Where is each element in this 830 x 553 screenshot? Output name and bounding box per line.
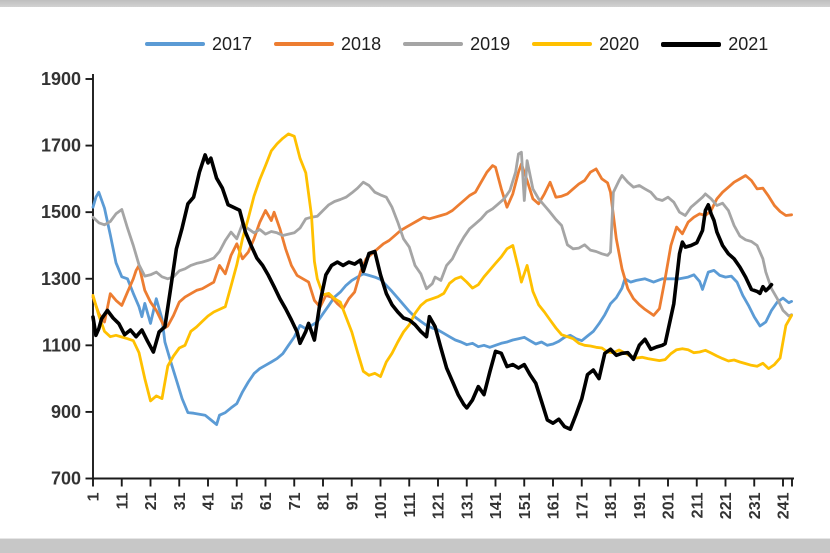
x-axis-tick-label: 101 bbox=[373, 492, 390, 519]
series-line-2019 bbox=[91, 150, 793, 318]
x-axis-tick-label: 111 bbox=[402, 492, 419, 517]
x-axis-tick-label: 81 bbox=[316, 492, 333, 510]
legend-line-swatch-2021 bbox=[661, 41, 722, 47]
legend-label: 2021 bbox=[728, 33, 769, 54]
legend-line-swatch-2020 bbox=[532, 41, 593, 47]
legend-label: 2019 bbox=[470, 33, 511, 54]
legend-line-swatch-2019 bbox=[403, 41, 464, 47]
y-axis-tick-label: 1900 bbox=[41, 69, 81, 89]
series-line-2021 bbox=[91, 153, 774, 432]
y-axis-tick-label: 1700 bbox=[41, 136, 81, 156]
x-axis-tick-label: 71 bbox=[287, 492, 304, 510]
x-axis-tick-label: 91 bbox=[344, 492, 361, 510]
legend-item-2019: 2019 bbox=[403, 34, 510, 55]
x-axis-tick-label: 191 bbox=[632, 492, 649, 519]
x-axis-tick-label: 51 bbox=[229, 492, 246, 510]
legend-label: 2018 bbox=[341, 33, 382, 54]
series-line-2020 bbox=[91, 132, 793, 403]
x-axis-tick-label: 131 bbox=[459, 492, 476, 519]
y-axis-tick-label: 1300 bbox=[41, 269, 81, 289]
x-axis-tick-label: 241 bbox=[776, 492, 793, 519]
x-axis-tick-label: 201 bbox=[661, 492, 678, 519]
y-axis-tick-label: 1100 bbox=[42, 335, 81, 355]
x-axis-tick-label: 151 bbox=[517, 492, 534, 519]
window-bottom-edge bbox=[0, 538, 830, 553]
x-axis-tick-label: 61 bbox=[258, 492, 275, 510]
legend-label: 2017 bbox=[212, 33, 253, 54]
x-axis-tick-label: 211 bbox=[689, 492, 706, 518]
legend-item-2020: 2020 bbox=[532, 34, 639, 55]
legend-label: 2020 bbox=[599, 33, 640, 54]
legend-item-2018: 2018 bbox=[274, 34, 381, 55]
x-axis-tick-label: 1 bbox=[86, 492, 103, 501]
x-axis-tick-label: 21 bbox=[143, 492, 160, 510]
x-axis-tick-label: 141 bbox=[488, 492, 505, 519]
x-axis-tick-label: 231 bbox=[747, 492, 764, 519]
x-axis-tick-label: 221 bbox=[718, 492, 735, 519]
y-axis-tick-label: 700 bbox=[51, 469, 81, 489]
x-axis-tick-label: 11 bbox=[114, 492, 131, 509]
series-line-2018 bbox=[91, 162, 793, 330]
x-axis-tick-label: 41 bbox=[201, 492, 218, 510]
window-top-edge bbox=[0, 0, 830, 7]
x-axis-tick-label: 121 bbox=[431, 492, 448, 519]
x-axis-tick-label: 161 bbox=[546, 492, 563, 519]
legend-item-2021: 2021 bbox=[661, 34, 768, 55]
y-axis-tick-label: 1500 bbox=[41, 202, 81, 222]
legend-line-swatch-2018 bbox=[274, 41, 335, 47]
x-axis-tick-label: 31 bbox=[172, 492, 189, 510]
chart-legend: 2017 2018 2019 2020 2021 bbox=[0, 31, 830, 57]
y-axis-tick-label: 900 bbox=[51, 402, 81, 422]
legend-item-2017: 2017 bbox=[145, 34, 252, 55]
legend-line-swatch-2017 bbox=[145, 41, 205, 47]
x-axis-tick-label: 171 bbox=[574, 492, 591, 519]
x-axis-tick-label: 181 bbox=[603, 492, 620, 519]
